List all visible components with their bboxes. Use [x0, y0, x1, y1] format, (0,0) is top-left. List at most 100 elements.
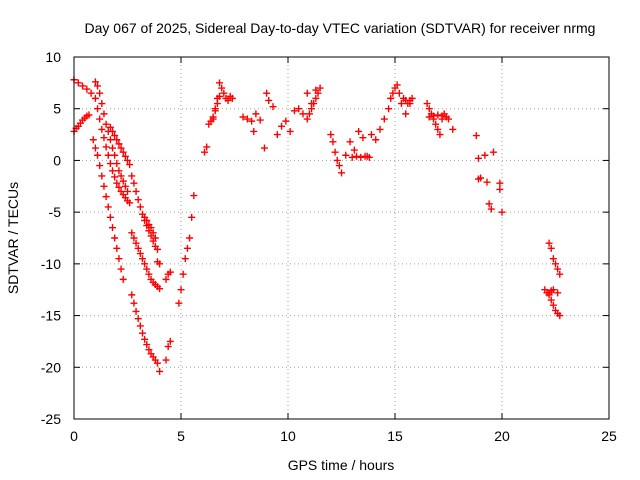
data-point: [106, 160, 114, 168]
data-point: [104, 151, 112, 159]
data-point: [156, 260, 164, 268]
data-point: [329, 138, 337, 146]
data-point: [256, 116, 264, 124]
data-point: [282, 117, 290, 125]
data-point: [430, 112, 438, 120]
data-point: [547, 244, 555, 252]
data-point: [549, 255, 557, 263]
data-point: [130, 179, 138, 187]
y-tick-label: -10: [41, 256, 61, 272]
data-point: [111, 151, 119, 159]
data-point: [130, 234, 138, 242]
data-point: [556, 312, 564, 320]
data-point: [438, 112, 446, 120]
data-point: [130, 299, 138, 307]
data-point: [124, 156, 131, 164]
series-arc-x: [425, 111, 450, 121]
data-point: [115, 255, 123, 263]
data-point: [113, 160, 121, 168]
data-point: [316, 84, 324, 92]
data-point: [96, 162, 104, 170]
y-tick-labels: -25 -20 -15 -10 -5 0 5 10: [41, 49, 61, 427]
data-point: [201, 148, 209, 156]
data-point: [102, 143, 110, 151]
y-tick-label: -20: [41, 359, 61, 375]
data-point: [119, 148, 127, 156]
x-tick-label: 25: [601, 428, 617, 444]
data-point: [333, 156, 341, 164]
x-tick-label: 5: [177, 428, 185, 444]
data-point: [263, 89, 271, 97]
data-point: [402, 110, 410, 118]
y-tick-label: 5: [53, 101, 61, 117]
y-tick-label: -5: [49, 204, 62, 220]
data-point: [111, 173, 119, 181]
data-point: [126, 199, 134, 207]
x-tick-label: 15: [387, 428, 403, 444]
data-point: [496, 179, 504, 187]
y-tick-label: -15: [41, 308, 61, 324]
data-point: [117, 144, 125, 152]
data-point: [113, 136, 121, 144]
data-point: [74, 79, 82, 87]
data-point: [156, 285, 164, 293]
data-point: [549, 286, 557, 294]
data-point: [115, 140, 123, 148]
data-point: [331, 148, 339, 156]
data-point: [357, 153, 365, 161]
data-point: [100, 110, 108, 118]
data-points: [70, 76, 564, 375]
data-point: [248, 117, 256, 125]
data-point: [126, 161, 134, 169]
data-point: [89, 136, 97, 144]
data-point: [136, 322, 144, 330]
series-arc-d: [106, 123, 134, 169]
data-point: [489, 148, 497, 156]
data-point: [314, 89, 322, 97]
data-point: [483, 178, 491, 186]
data-point: [481, 151, 489, 159]
data-point: [91, 78, 99, 86]
data-point: [243, 115, 251, 123]
data-point: [124, 187, 131, 195]
series-arc-t: [348, 152, 373, 161]
data-point: [136, 250, 144, 258]
data-point: [132, 239, 140, 247]
data-point: [265, 96, 273, 104]
data-point: [554, 265, 562, 273]
data-point: [350, 146, 358, 154]
data-point: [395, 89, 403, 97]
data-point: [335, 162, 343, 170]
data-point: [549, 301, 557, 309]
data-point: [134, 315, 142, 323]
series-arc-r: [303, 89, 322, 123]
data-point: [106, 136, 114, 144]
data-point: [442, 113, 450, 121]
data-point: [487, 205, 495, 213]
data-point: [338, 169, 345, 177]
data-point: [85, 111, 93, 119]
data-point: [216, 92, 224, 100]
data-point: [143, 265, 151, 273]
data-point: [111, 234, 119, 242]
data-point: [100, 182, 108, 190]
series-arc-s: [327, 115, 388, 177]
data-point: [295, 105, 303, 113]
data-point: [190, 192, 198, 200]
data-point: [393, 81, 401, 89]
data-point: [138, 255, 146, 263]
data-point: [145, 270, 153, 278]
series-arc-y: [472, 132, 497, 213]
data-point: [372, 136, 380, 144]
data-point: [342, 151, 350, 159]
data-point: [203, 143, 211, 151]
data-point: [151, 234, 159, 242]
x-tick-label: 0: [70, 428, 78, 444]
x-axis-label: GPS time / hours: [288, 457, 395, 473]
data-point: [250, 127, 258, 135]
data-point: [183, 244, 191, 252]
data-point: [109, 127, 117, 135]
data-point: [136, 203, 144, 211]
data-point: [143, 341, 151, 349]
series-arc-h: [128, 229, 164, 293]
